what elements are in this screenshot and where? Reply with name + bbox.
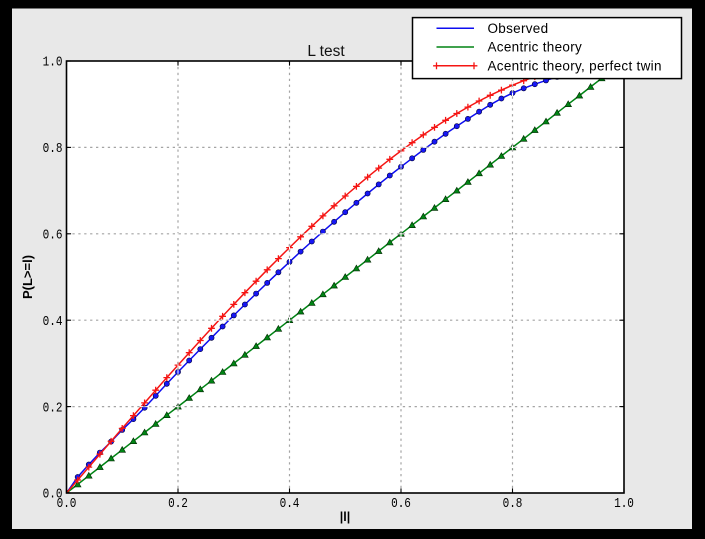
svg-text:0.4: 0.4: [280, 496, 300, 511]
svg-text:0.6: 0.6: [43, 227, 63, 242]
svg-text:L test: L test: [307, 43, 345, 60]
svg-text:0.0: 0.0: [43, 487, 63, 502]
svg-text:|l|: |l|: [340, 510, 350, 524]
svg-text:0.8: 0.8: [503, 496, 523, 511]
svg-text:Acentric theory: Acentric theory: [488, 40, 583, 55]
svg-text:0.2: 0.2: [168, 496, 188, 511]
svg-text:0.8: 0.8: [43, 141, 63, 156]
svg-text:1.0: 1.0: [43, 55, 63, 70]
svg-text:Acentric theory, perfect twin: Acentric theory, perfect twin: [488, 59, 662, 74]
svg-text:0.4: 0.4: [43, 314, 63, 329]
svg-text:0.0: 0.0: [57, 496, 77, 511]
svg-text:1.0: 1.0: [614, 496, 634, 511]
svg-text:P(L>=l): P(L>=l): [20, 255, 35, 299]
svg-text:Observed: Observed: [488, 21, 549, 36]
svg-text:0.2: 0.2: [43, 400, 63, 415]
svg-text:0.6: 0.6: [391, 496, 411, 511]
